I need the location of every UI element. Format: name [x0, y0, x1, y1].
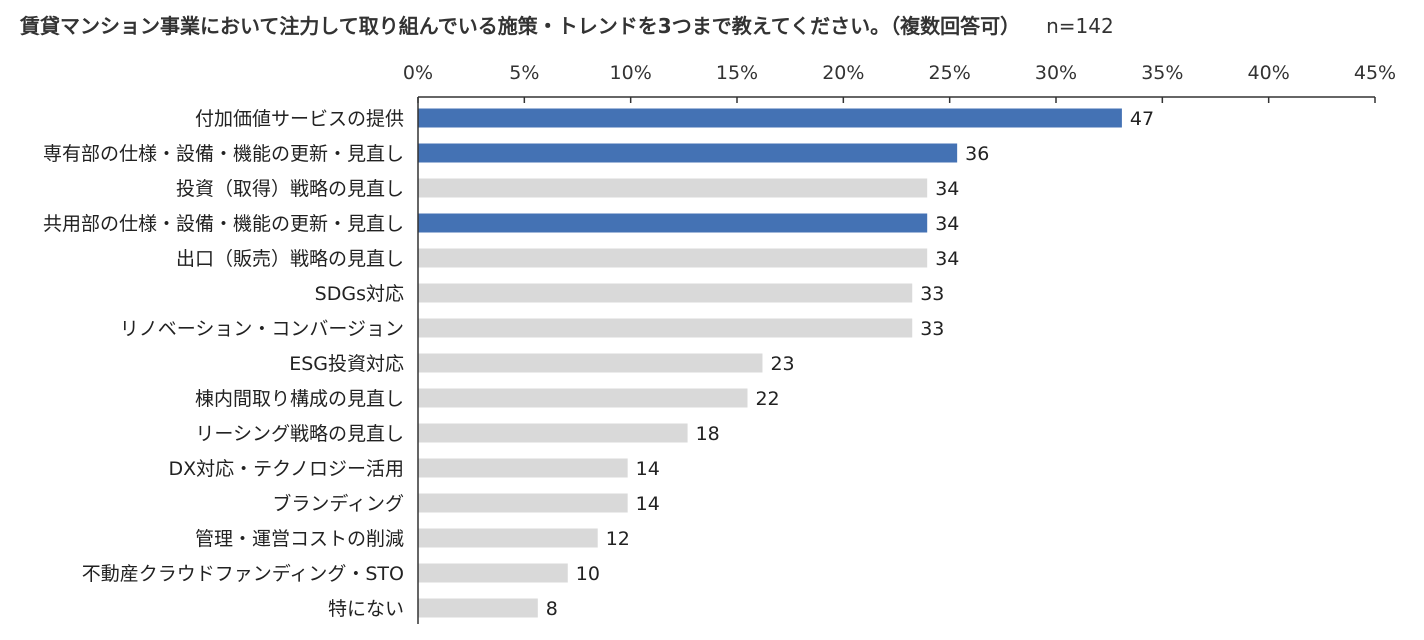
category-label: 特にない: [328, 598, 404, 620]
value-label: 33: [920, 283, 944, 305]
category-label: ブランディング: [272, 492, 404, 515]
bar: [418, 563, 568, 583]
value-label: 47: [1130, 108, 1154, 130]
category-label: 付加価値サービスの提供: [195, 108, 404, 130]
category-label: 棟内間取り構成の見直し: [195, 388, 404, 410]
x-tick-label: 20%: [822, 62, 864, 84]
value-label: 36: [965, 143, 989, 165]
bar: [418, 178, 928, 198]
value-label: 14: [636, 458, 660, 480]
category-label: リーシング戦略の見直し: [195, 423, 404, 445]
bar: [418, 493, 628, 513]
value-label: 8: [546, 598, 558, 620]
category-label: 管理・運営コストの削減: [195, 528, 404, 550]
bar: [418, 598, 538, 618]
category-label: リノベーション・コンバージョン: [120, 318, 404, 340]
category-label: 共用部の仕様・設備・機能の更新・見直し: [43, 213, 404, 235]
x-tick-label: 40%: [1248, 62, 1290, 84]
value-label: 12: [606, 528, 630, 550]
category-label: ESG投資対応: [289, 353, 404, 375]
bar: [418, 213, 928, 233]
value-label: 14: [636, 493, 660, 515]
sample-size: n=142: [1046, 14, 1114, 38]
bar: [418, 108, 1122, 128]
value-label: 22: [755, 388, 779, 410]
chart-title: 賃貸マンション事業において注力して取り組んでいる施策・トレンドを3つまで教えてく…: [20, 14, 1021, 38]
value-label: 34: [935, 213, 959, 235]
category-label: SDGs対応: [315, 283, 404, 305]
value-label: 34: [935, 178, 959, 200]
bar: [418, 458, 628, 478]
bar: [418, 283, 913, 303]
bar: [418, 248, 928, 268]
x-tick-label: 0%: [403, 62, 433, 84]
bar: [418, 528, 598, 548]
bar: [418, 423, 688, 443]
x-tick-label: 35%: [1141, 62, 1183, 84]
value-label: 18: [696, 423, 720, 445]
x-tick-label: 10%: [610, 62, 652, 84]
x-tick-label: 30%: [1035, 62, 1077, 84]
x-tick-label: 45%: [1354, 62, 1396, 84]
bar: [418, 353, 763, 373]
category-label: 投資（取得）戦略の見直し: [176, 178, 404, 200]
bar: [418, 388, 748, 408]
x-tick-label: 5%: [509, 62, 539, 84]
x-tick-label: 15%: [716, 62, 758, 84]
category-label: DX対応・テクノロジー活用: [168, 458, 404, 480]
category-label: 出口（販売）戦略の見直し: [176, 248, 404, 270]
bar: [418, 318, 913, 338]
value-label: 10: [576, 563, 600, 585]
value-label: 34: [935, 248, 959, 270]
bar: [418, 143, 958, 163]
category-label: 不動産クラウドファンディング・STO: [82, 563, 404, 585]
value-label: 33: [920, 318, 944, 340]
chart-header: 賃貸マンション事業において注力して取り組んでいる施策・トレンドを3つまで教えてく…: [20, 10, 1114, 40]
category-label: 専有部の仕様・設備・機能の更新・見直し: [43, 143, 404, 165]
x-tick-label: 25%: [929, 62, 971, 84]
value-label: 23: [770, 353, 794, 375]
